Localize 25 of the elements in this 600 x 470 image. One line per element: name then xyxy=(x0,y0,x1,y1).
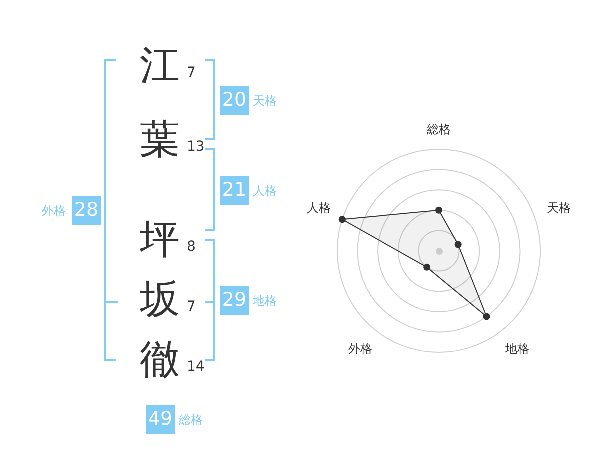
text: 天格 xyxy=(253,94,277,108)
spoke-label: 天格 xyxy=(547,200,571,215)
text: 総格 xyxy=(179,413,203,427)
category-label: 江 xyxy=(140,43,180,89)
badge: 20 xyxy=(220,86,249,115)
badge: 21 xyxy=(220,176,249,205)
data-label: 7 xyxy=(187,65,196,81)
spoke-label: 人格 xyxy=(307,200,331,215)
text: 地格 xyxy=(253,294,277,308)
data-label: 14 xyxy=(187,359,205,375)
category-label: 葉 xyxy=(140,117,180,163)
spoke-label: 地格 xyxy=(504,342,530,356)
badge: 28 xyxy=(72,196,101,225)
text: 外格 xyxy=(42,204,66,218)
data-label: 13 xyxy=(187,139,205,155)
data-label: 8 xyxy=(187,239,196,255)
spoke-label: 外格 xyxy=(348,342,372,356)
category-label: 坂 xyxy=(140,277,180,323)
category-label: 徹 xyxy=(140,337,180,383)
category-label: 坪 xyxy=(140,217,180,263)
badge: 29 xyxy=(220,286,249,315)
badge: 49 xyxy=(146,405,175,434)
data-label: 7 xyxy=(187,299,196,315)
spoke-label: 総格 xyxy=(426,122,451,136)
text: 人格 xyxy=(253,184,277,198)
